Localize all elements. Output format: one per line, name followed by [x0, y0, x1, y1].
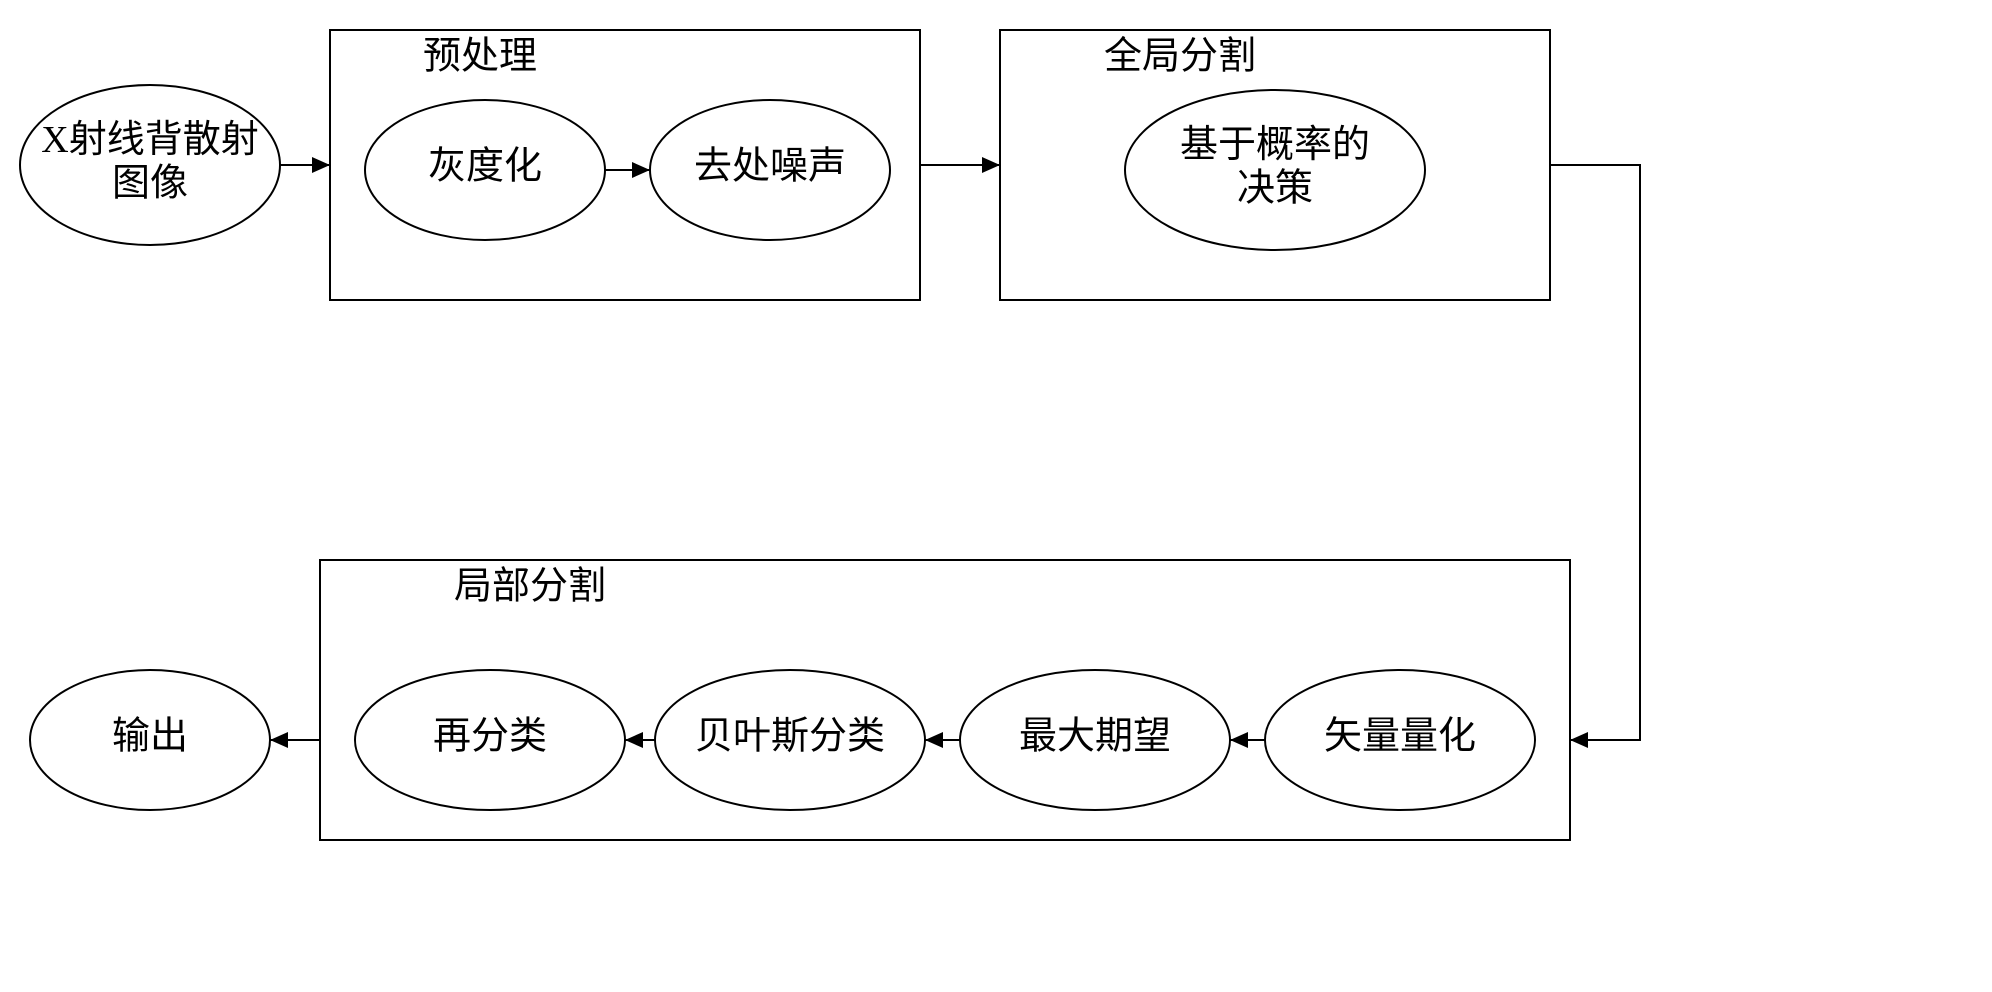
arrowhead	[270, 732, 288, 748]
arrowhead	[625, 732, 643, 748]
node-label-em: 最大期望	[1019, 716, 1171, 758]
node-label-denoise: 去处噪声	[694, 146, 846, 188]
flowchart: 预处理 全局分割局部分割 X射线背散射图像 灰度化 去处噪声 基于概率的决策矢量量化 最大期…	[0, 0, 1992, 992]
node-label-input-line1: 图像	[112, 163, 188, 205]
group-label-local_seg: 局部分割	[454, 566, 606, 608]
arrowhead	[925, 732, 943, 748]
node-label-bayes: 贝叶斯分类	[695, 716, 885, 758]
node-label-prob_decision-line1: 决策	[1237, 168, 1313, 210]
group-label-preprocess: 预处理	[423, 36, 537, 78]
edge-3	[1550, 165, 1640, 740]
node-label-reclass: 再分类	[433, 716, 547, 758]
node-label-input-line0: X射线背散射	[41, 119, 258, 161]
node-label-prob_decision-line0: 基于概率的	[1180, 124, 1370, 166]
arrowhead	[982, 157, 1000, 173]
node-label-output: 输出	[112, 716, 188, 758]
arrowhead	[632, 162, 650, 178]
group-label-global_seg: 全局分割	[1104, 36, 1256, 78]
arrowhead	[1570, 732, 1588, 748]
node-label-vq: 矢量量化	[1324, 716, 1476, 758]
node-label-gray: 灰度化	[428, 146, 542, 188]
arrowhead	[1230, 732, 1248, 748]
arrowhead	[312, 157, 330, 173]
